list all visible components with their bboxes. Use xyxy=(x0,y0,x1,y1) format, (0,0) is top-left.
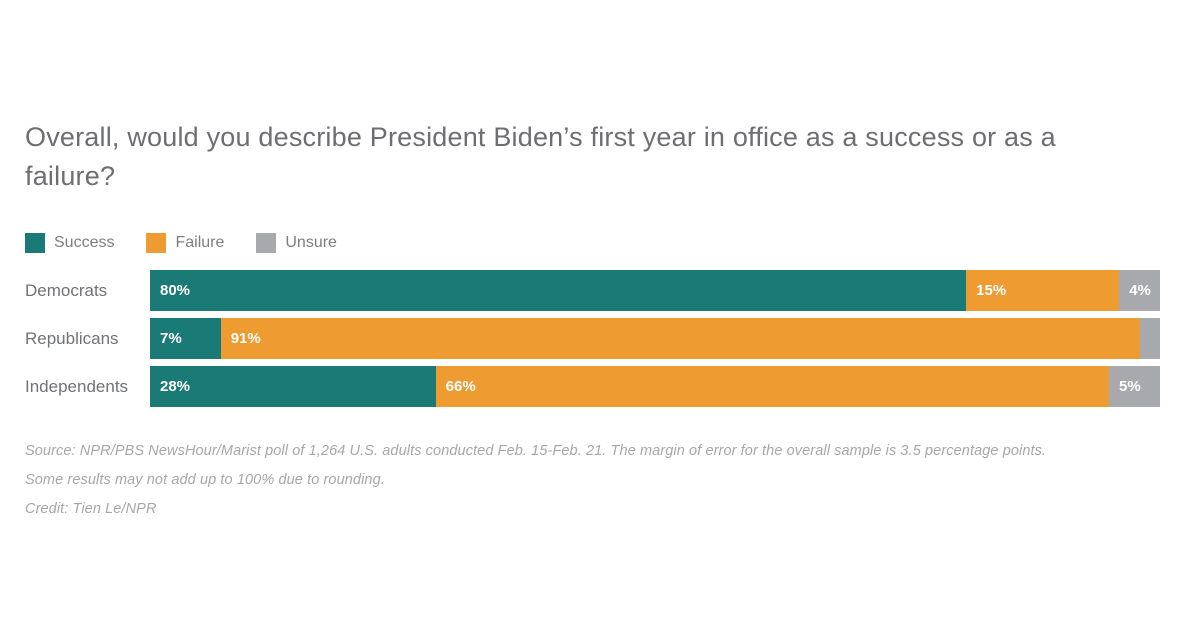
legend-swatch-success-icon xyxy=(25,232,45,253)
source-note: Source: NPR/PBS NewsHour/Marist poll of … xyxy=(25,443,1047,459)
rounding-note: Some results may not add up to 100% due … xyxy=(25,472,385,488)
bar-segment-republicans-unsure xyxy=(1139,318,1160,359)
bar-democrats: 80% 15% 4% xyxy=(150,270,1160,311)
legend-label-unsure: Unsure xyxy=(285,233,337,251)
category-label-republicans: Republicans xyxy=(25,328,119,348)
footer: Source: NPR/PBS NewsHour/Marist poll of … xyxy=(25,443,1160,517)
value-label: 80% xyxy=(160,282,191,299)
legend-item-unsure: Unsure xyxy=(256,232,337,253)
value-label: 5% xyxy=(1118,378,1141,395)
legend-label-success: Success xyxy=(54,233,115,251)
chart-title: Overall, would you describe President Bi… xyxy=(25,122,1056,191)
legend: Success Failure Unsure xyxy=(25,232,1160,253)
credit-note: Credit: Tien Le/NPR xyxy=(25,501,157,517)
legend-item-success: Success xyxy=(25,232,115,253)
value-label: 66% xyxy=(445,378,476,395)
value-label: 7% xyxy=(160,330,182,347)
chart-row-republicans: Republicans 7% 91% xyxy=(25,318,1160,359)
bar-segment-republicans-success: 7% xyxy=(150,318,221,359)
legend-label-failure: Failure xyxy=(175,233,225,251)
chart-row-democrats: Democrats 80% 15% 4% xyxy=(25,270,1160,311)
value-label: 28% xyxy=(160,378,191,395)
bar-independents: 28% 66% 5% xyxy=(150,366,1160,407)
bar-segment-democrats-success: 80% xyxy=(150,270,967,311)
legend-item-failure: Failure xyxy=(146,232,225,253)
value-label: 15% xyxy=(976,282,1007,299)
bar-segment-independents-success: 28% xyxy=(150,366,436,407)
chart-row-independents: Independents 28% 66% 5% xyxy=(25,366,1160,407)
bar-segment-democrats-unsure: 4% xyxy=(1119,270,1160,311)
category-label-democrats: Democrats xyxy=(25,280,108,300)
bar-segment-republicans-failure: 91% xyxy=(220,318,1140,359)
category-label-independents: Independents xyxy=(25,376,129,396)
legend-swatch-unsure-icon xyxy=(256,232,277,253)
legend-swatch-failure-icon xyxy=(146,232,167,253)
value-label: 91% xyxy=(230,330,261,347)
bar-republicans: 7% 91% xyxy=(150,318,1160,359)
bar-segment-independents-unsure: 5% xyxy=(1108,366,1160,407)
stacked-bar-chart: Democrats 80% 15% 4% Republicans 7% xyxy=(25,270,1160,407)
bar-segment-democrats-failure: 15% xyxy=(966,270,1120,311)
bar-segment-independents-failure: 66% xyxy=(435,366,1109,407)
value-label: 4% xyxy=(1129,282,1151,299)
